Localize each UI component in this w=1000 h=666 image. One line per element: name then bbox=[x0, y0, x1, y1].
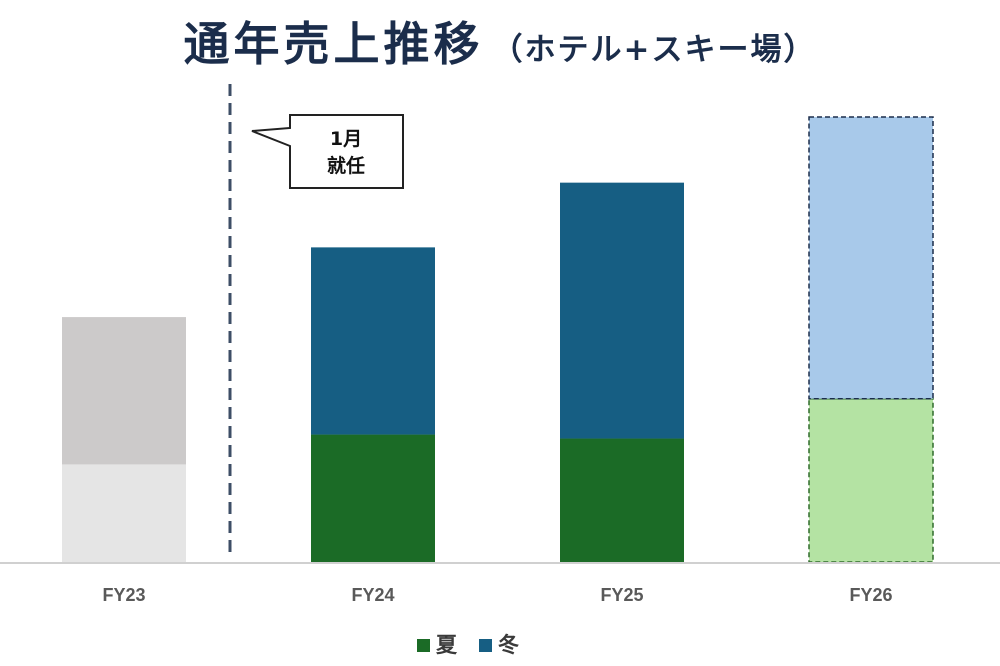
legend-swatch-summer bbox=[417, 639, 430, 652]
bar-summer-fy25 bbox=[560, 438, 684, 562]
x-tick-label-fy26: FY26 bbox=[849, 585, 892, 605]
chart-title: 通年売上推移 （ホテル+スキー場） bbox=[0, 8, 1000, 74]
legend: 夏 冬 bbox=[417, 633, 519, 657]
bars-group bbox=[62, 116, 934, 563]
bar-summer-fy23 bbox=[62, 464, 186, 562]
bar-winter-fy25 bbox=[560, 182, 684, 439]
legend-swatch-winter bbox=[479, 639, 492, 652]
bar-summer-fy24 bbox=[311, 434, 435, 562]
tenure-callout: 1月 就任 bbox=[251, 114, 404, 189]
bar-winter-fy23 bbox=[62, 317, 186, 465]
x-tick-label-fy25: FY25 bbox=[600, 585, 643, 605]
bar-winter-fy26 bbox=[808, 116, 934, 400]
title-sub: （ホテル+スキー場） bbox=[491, 32, 817, 68]
callout-line-1: 1月 bbox=[330, 128, 362, 150]
x-tick-labels: FY23 FY24 FY25 FY26 bbox=[102, 585, 892, 605]
bar-winter-fy24 bbox=[311, 247, 435, 435]
x-tick-label-fy24: FY24 bbox=[351, 585, 394, 605]
x-tick-label-fy23: FY23 bbox=[102, 585, 145, 605]
legend-label-summer: 夏 bbox=[436, 633, 458, 657]
legend-label-winter: 冬 bbox=[498, 633, 519, 657]
title-main: 通年売上推移 bbox=[183, 17, 484, 71]
callout-box bbox=[251, 114, 404, 189]
bar-summer-fy26 bbox=[808, 397, 934, 563]
callout-line-2: 就任 bbox=[327, 154, 365, 177]
